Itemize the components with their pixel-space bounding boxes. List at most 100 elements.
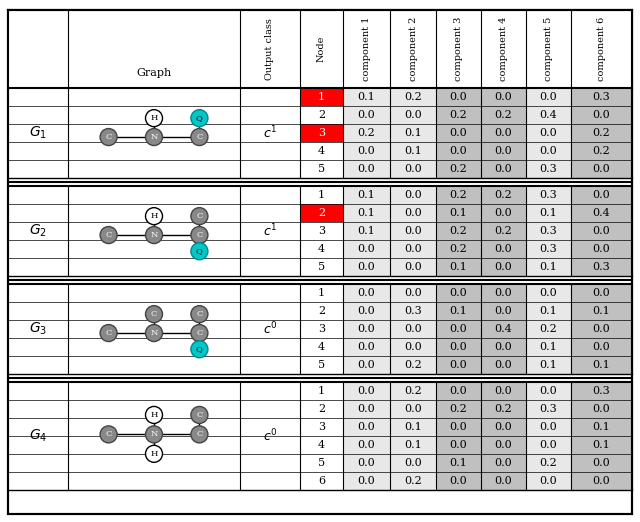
Text: 5: 5 — [318, 458, 325, 468]
Bar — [300, 400, 343, 418]
Text: 0.0: 0.0 — [495, 360, 513, 370]
Circle shape — [191, 227, 208, 244]
Text: 0.0: 0.0 — [540, 440, 557, 450]
Circle shape — [100, 227, 117, 244]
Bar — [343, 418, 390, 436]
Text: 0.1: 0.1 — [450, 306, 467, 316]
Bar — [571, 472, 632, 490]
Bar — [436, 160, 481, 178]
Bar — [481, 302, 526, 320]
Bar — [526, 454, 571, 472]
Text: 0.0: 0.0 — [404, 190, 422, 200]
Bar — [481, 106, 526, 124]
Bar — [526, 320, 571, 338]
Text: 0.0: 0.0 — [404, 164, 422, 174]
Bar — [343, 284, 390, 302]
Text: 0.0: 0.0 — [358, 422, 376, 432]
Text: 0.1: 0.1 — [404, 146, 422, 156]
Text: $G_2$: $G_2$ — [29, 223, 47, 239]
Text: 0.1: 0.1 — [593, 306, 611, 316]
Text: 0.0: 0.0 — [593, 324, 611, 334]
Bar — [343, 124, 390, 142]
Text: 0.0: 0.0 — [358, 386, 376, 396]
Bar — [390, 124, 436, 142]
Text: 0.0: 0.0 — [593, 404, 611, 414]
Text: 4: 4 — [318, 440, 325, 450]
Text: 0.0: 0.0 — [540, 288, 557, 298]
Text: 0.0: 0.0 — [593, 190, 611, 200]
Bar — [390, 204, 436, 222]
Bar — [436, 436, 481, 454]
Bar — [436, 204, 481, 222]
Bar — [390, 472, 436, 490]
Text: 0.1: 0.1 — [450, 458, 467, 468]
Bar — [526, 338, 571, 356]
Bar — [526, 400, 571, 418]
Bar — [436, 222, 481, 240]
Text: 0.3: 0.3 — [593, 262, 611, 272]
Circle shape — [100, 325, 117, 341]
Text: 0.0: 0.0 — [495, 476, 513, 486]
Bar — [436, 418, 481, 436]
Text: component 5: component 5 — [544, 17, 553, 81]
Text: 0.2: 0.2 — [540, 458, 557, 468]
Text: 1: 1 — [318, 386, 325, 396]
Text: 0.0: 0.0 — [495, 262, 513, 272]
Text: 0.1: 0.1 — [540, 306, 557, 316]
Text: 0.3: 0.3 — [593, 386, 611, 396]
Text: 2: 2 — [318, 404, 325, 414]
Text: component 3: component 3 — [454, 17, 463, 81]
Bar — [343, 186, 390, 204]
Bar — [300, 88, 343, 106]
Circle shape — [191, 306, 208, 323]
Text: 0.0: 0.0 — [495, 208, 513, 218]
Bar — [526, 356, 571, 374]
Circle shape — [145, 407, 163, 423]
Bar — [300, 338, 343, 356]
Text: 4: 4 — [318, 244, 325, 254]
Text: 2: 2 — [318, 110, 325, 120]
Bar — [343, 240, 390, 258]
Bar — [300, 240, 343, 258]
Text: $c^1$: $c^1$ — [263, 223, 277, 239]
Text: Q: Q — [196, 247, 203, 255]
Bar — [481, 338, 526, 356]
Text: 0.0: 0.0 — [404, 226, 422, 236]
Bar — [571, 186, 632, 204]
Circle shape — [145, 110, 163, 127]
Bar — [300, 436, 343, 454]
Text: 5: 5 — [318, 262, 325, 272]
Text: 0.1: 0.1 — [404, 128, 422, 138]
Bar — [436, 88, 481, 106]
Bar — [526, 160, 571, 178]
Text: 0.0: 0.0 — [450, 342, 467, 352]
Bar — [390, 240, 436, 258]
Text: C: C — [106, 329, 112, 337]
Bar — [390, 258, 436, 276]
Bar — [571, 338, 632, 356]
Circle shape — [145, 325, 163, 341]
Text: 0.2: 0.2 — [593, 146, 611, 156]
Bar — [526, 124, 571, 142]
Text: 0.0: 0.0 — [358, 164, 376, 174]
Text: H: H — [150, 212, 157, 220]
Text: 0.2: 0.2 — [450, 226, 467, 236]
Text: 0.0: 0.0 — [540, 386, 557, 396]
Text: 0.0: 0.0 — [593, 110, 611, 120]
Text: 0.1: 0.1 — [450, 208, 467, 218]
Bar — [526, 302, 571, 320]
Text: 0.0: 0.0 — [540, 146, 557, 156]
Text: component 2: component 2 — [408, 17, 417, 81]
Text: 0.0: 0.0 — [495, 92, 513, 102]
Bar — [436, 240, 481, 258]
Circle shape — [145, 306, 163, 323]
Bar — [526, 258, 571, 276]
Text: 0.0: 0.0 — [358, 288, 376, 298]
Text: 0.3: 0.3 — [540, 226, 557, 236]
Text: 0.0: 0.0 — [358, 458, 376, 468]
Text: 0.0: 0.0 — [358, 440, 376, 450]
Text: 0.2: 0.2 — [495, 404, 513, 414]
Text: 0.0: 0.0 — [450, 324, 467, 334]
Text: 3: 3 — [318, 226, 325, 236]
Text: 0.0: 0.0 — [593, 164, 611, 174]
